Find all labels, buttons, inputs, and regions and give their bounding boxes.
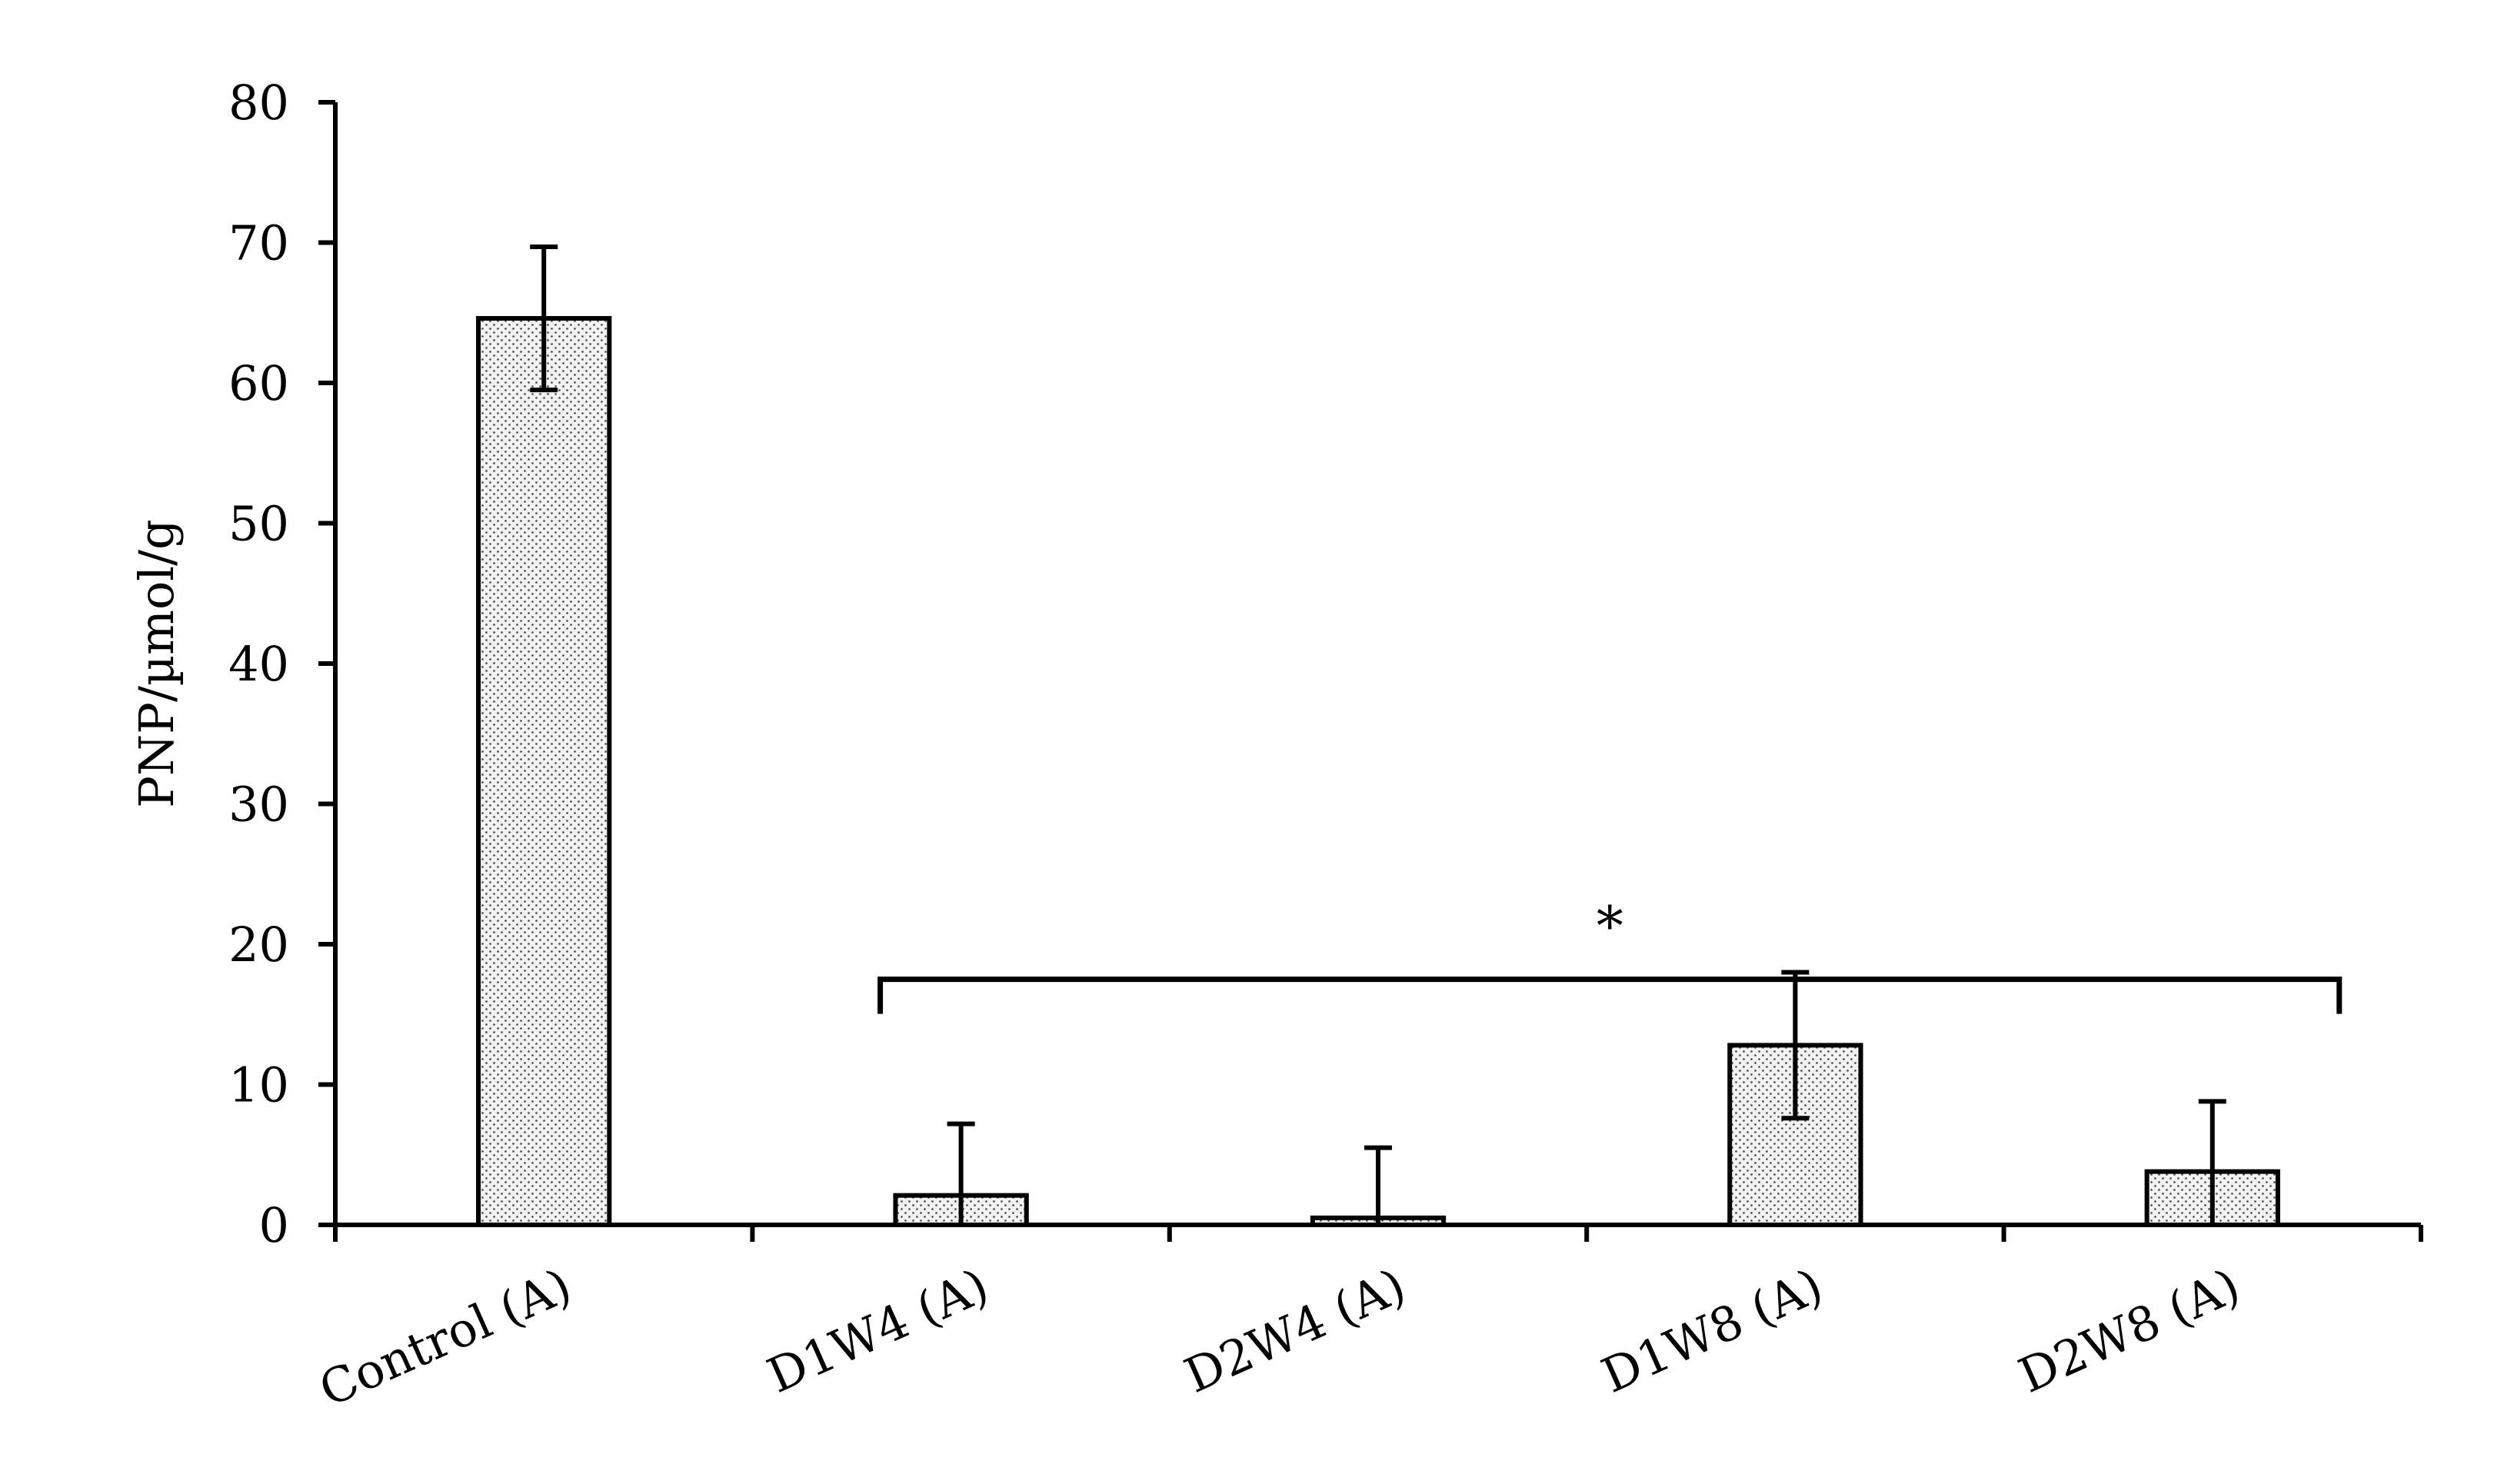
axes-group [318,102,2421,1227]
y-tick-label: 80 [228,75,289,131]
y-tick-label: 50 [228,496,289,552]
x-ticks-group: Control (A) D1W4 (A) D2W4 (A) D1W8 (A) D2W8 … [311,1225,2423,1418]
y-axis-title: PNP/µmol/g [128,519,185,807]
annotation-group: * [877,895,2343,1014]
bars-group [476,316,2280,1228]
x-category-label: D1W4 (A) [759,1257,996,1404]
x-category-label: D2W4 (A) [1177,1257,1413,1404]
significance-bracket [877,977,2343,1014]
error-bars-group [530,244,2226,1225]
y-tick-label: 0 [259,1197,289,1253]
y-tick-label: 30 [228,777,289,833]
y-tick-label: 40 [228,636,289,692]
bar [476,316,612,1227]
x-category-label: D2W8 (A) [2010,1257,2247,1404]
y-tick-label: 10 [228,1057,289,1113]
significance-marker: * [1597,895,1623,958]
y-tick-label: 60 [228,355,289,411]
y-tick-label: 70 [228,215,289,271]
x-category-label: Control (A) [311,1257,580,1418]
x-category-label: D1W8 (A) [1593,1257,1830,1404]
y-tick-label: 20 [228,917,289,973]
y-ticks-group: 0 10 20 30 40 50 60 70 80 [228,75,335,1253]
